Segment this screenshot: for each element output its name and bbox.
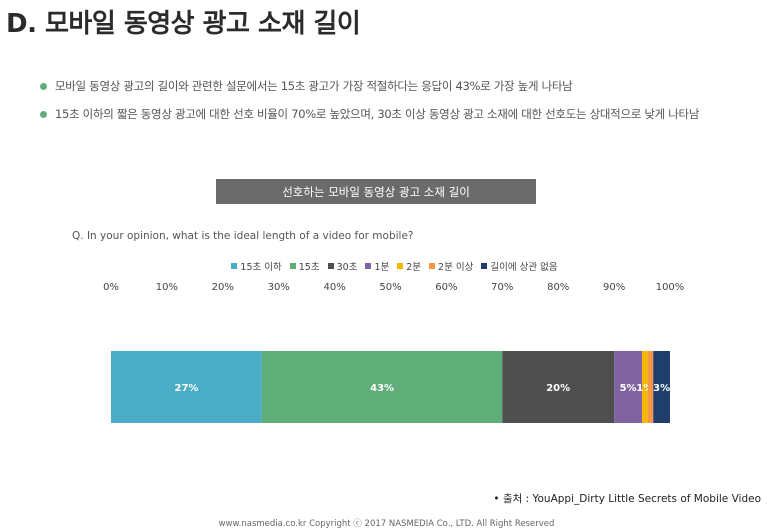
legend-swatch — [289, 263, 296, 269]
legend-item: 1분 — [365, 259, 389, 273]
bar-segment — [642, 351, 648, 423]
page-title: D. 모바일 동영상 광고 소재 길이 — [6, 9, 361, 39]
data-label: 43% — [370, 383, 394, 394]
legend-swatch — [481, 263, 488, 269]
data-label: 3% — [653, 383, 670, 394]
chart-title: 선호하는 모바일 동영상 광고 소재 길이 — [216, 179, 536, 204]
x-tick-label: 70% — [491, 282, 513, 293]
bar-segment — [261, 351, 503, 423]
bar-segment — [647, 351, 654, 423]
bullet-dot-icon — [40, 82, 47, 90]
bar-segment — [653, 351, 670, 423]
x-tick-label: 10% — [156, 282, 178, 293]
legend-label: 15초 — [298, 262, 320, 273]
x-tick-label: 90% — [603, 282, 625, 293]
x-tick-label: 30% — [268, 282, 290, 293]
legend-item: 30초 — [327, 259, 358, 273]
bar-segment — [111, 351, 262, 423]
chart-legend: 15초 이하 15초 30초 1분 2분 2분 이상 길이에 상관 없음 — [0, 259, 773, 273]
x-tick-label: 50% — [379, 282, 401, 293]
summary-bullet-text: 15초 이하의 짧은 동영상 광고에 대한 선호 비율이 70%로 높았으며, … — [55, 107, 700, 121]
legend-label: 1분 — [374, 262, 390, 273]
bar-segment — [614, 351, 643, 423]
legend-label: 15초 이하 — [240, 262, 282, 273]
legend-swatch — [365, 263, 372, 269]
legend-item: 15초 이하 — [231, 259, 282, 273]
summary-bullet-text: 모바일 동영상 광고의 길이와 관련한 설문에서는 15초 광고가 가장 적절하… — [55, 79, 573, 93]
bar-segment — [502, 351, 615, 423]
stacked-bar-chart: 0% 10% 20% 30% 40% 50% 60% 70% 80% 90% 100% 27% 43% 2… — [103, 282, 685, 423]
x-tick-label: 60% — [435, 282, 457, 293]
x-tick-label: 40% — [323, 282, 345, 293]
legend-label: 길이에 상관 없음 — [490, 262, 558, 273]
legend-item: 2분 — [397, 259, 421, 273]
x-tick-label: 100% — [656, 282, 685, 293]
legend-item: 길이에 상관 없음 — [481, 259, 558, 273]
x-tick-label: 20% — [212, 282, 234, 293]
legend-label: 2분 — [406, 262, 422, 273]
x-tick-label: 0% — [103, 282, 119, 293]
legend-swatch — [429, 263, 436, 269]
legend-item: 15초 — [289, 259, 320, 273]
summary-bullet: 15초 이하의 짧은 동영상 광고에 대한 선호 비율이 70%로 높았으며, … — [40, 100, 699, 128]
source-note: • 출처 : YouAppi_Dirty Little Secrets of M… — [493, 493, 761, 505]
data-label: 20% — [546, 383, 570, 394]
summary-bullets: 모바일 동영상 광고의 길이와 관련한 설문에서는 15초 광고가 가장 적절하… — [40, 72, 699, 128]
legend-label: 2분 이상 — [438, 262, 474, 273]
data-label: 1% — [636, 383, 653, 394]
chart-question: Q. In your opinion, what is the ideal le… — [72, 230, 414, 242]
legend-label: 30초 — [336, 262, 358, 273]
copyright-footer: www.nasmedia.co.kr Copyright ⓒ 2017 NASM… — [218, 519, 555, 529]
summary-bullet: 모바일 동영상 광고의 길이와 관련한 설문에서는 15초 광고가 가장 적절하… — [40, 72, 699, 100]
x-tick-label: 80% — [547, 282, 569, 293]
legend-swatch — [327, 263, 334, 269]
data-label: 5% — [620, 383, 637, 394]
bullet-dot-icon — [40, 110, 47, 118]
legend-swatch — [397, 263, 404, 269]
legend-swatch — [231, 263, 238, 269]
data-label: 27% — [174, 383, 198, 394]
legend-item: 2분 이상 — [429, 259, 473, 273]
